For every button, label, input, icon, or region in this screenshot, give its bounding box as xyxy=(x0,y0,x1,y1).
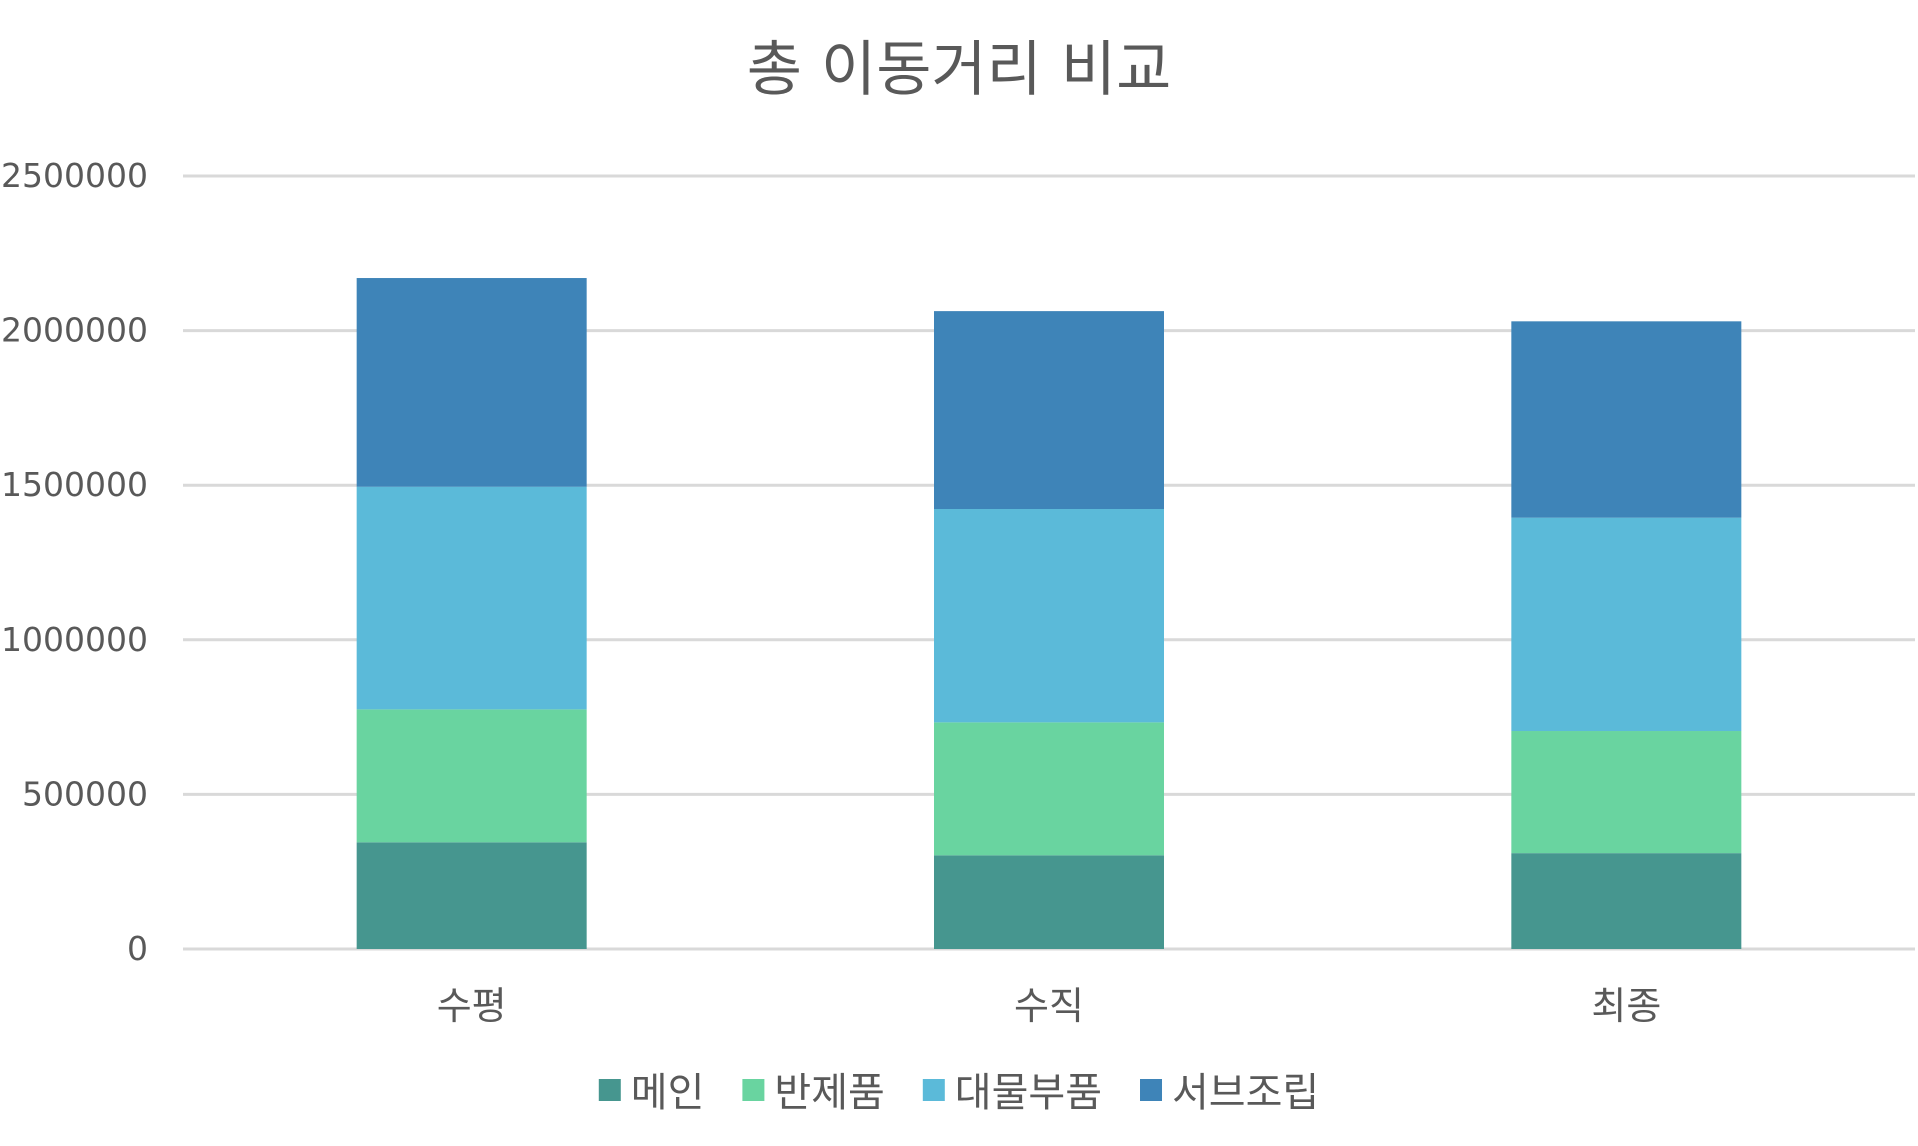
y-tick-label: 500000 xyxy=(22,774,148,813)
bar-segment xyxy=(1511,517,1742,732)
bar-segment xyxy=(934,311,1164,510)
bar-segment xyxy=(934,722,1164,856)
legend-swatch xyxy=(922,1079,945,1101)
y-tick-label: 1000000 xyxy=(1,620,148,659)
y-tick-label: 2500000 xyxy=(1,156,148,195)
x-axis-category-labels: 수평 수직 최종 xyxy=(437,984,1662,1028)
bar-segment xyxy=(1511,321,1742,518)
legend-item: 메인 xyxy=(598,1070,705,1116)
bar-segment xyxy=(934,855,1164,949)
bars xyxy=(356,278,1742,949)
legend-swatch xyxy=(1140,1079,1163,1101)
legend: 메인 반제품 대물부품 서브조립 xyxy=(598,1070,1319,1116)
y-tick-label: 2000000 xyxy=(1,311,148,350)
chart-title: 총 이동거리 비교 xyxy=(747,35,1172,105)
x-category-label: 수직 xyxy=(1014,984,1084,1028)
legend-swatch xyxy=(742,1079,765,1101)
bar-segment xyxy=(356,709,587,843)
y-tick-label: 0 xyxy=(127,929,148,968)
legend-label: 서브조립 xyxy=(1172,1070,1319,1116)
legend-label: 메인 xyxy=(631,1070,705,1116)
x-category-label: 최종 xyxy=(1591,984,1661,1028)
legend-item: 서브조립 xyxy=(1140,1070,1319,1116)
bar-segment xyxy=(1511,853,1742,949)
bar-segment xyxy=(356,842,587,949)
legend-swatch xyxy=(598,1079,621,1101)
legend-label: 대물부품 xyxy=(955,1070,1102,1116)
legend-item: 반제품 xyxy=(742,1070,885,1116)
legend-label: 반제품 xyxy=(774,1070,884,1116)
bar-segment xyxy=(934,509,1164,723)
y-axis-tick-labels: 0 500000 1000000 1500000 2000000 2500000 xyxy=(1,156,148,968)
bar-segment xyxy=(356,278,587,487)
legend-item: 대물부품 xyxy=(922,1070,1102,1116)
bar-segment xyxy=(356,486,587,710)
x-category-label: 수평 xyxy=(437,984,507,1028)
y-tick-label: 1500000 xyxy=(1,465,148,504)
bar-segment xyxy=(1511,731,1742,854)
